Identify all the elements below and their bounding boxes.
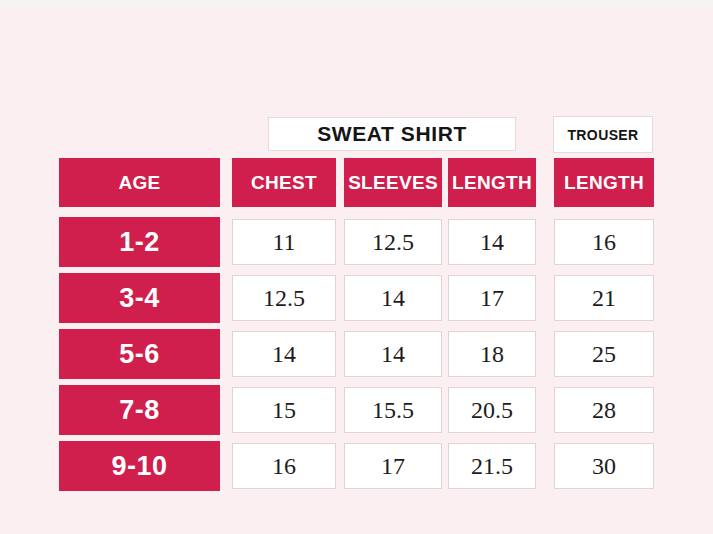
trouser-title-label: TROUSER <box>567 127 638 143</box>
header-trouser-length: LENGTH <box>554 158 654 207</box>
chest-cell: 16 <box>232 443 336 489</box>
sleeves-cell: 14 <box>344 331 442 377</box>
table-row-age-3-4: 3-4 12.5 14 17 21 <box>59 273 654 323</box>
length-cell: 21.5 <box>448 443 536 489</box>
sleeves-cell: 14 <box>344 275 442 321</box>
size-table: AGE CHEST SLEEVES LENGTH LENGTH 1-2 11 1… <box>59 158 654 497</box>
top-strip-decoration <box>0 0 713 6</box>
trouser-length-cell: 16 <box>554 219 654 265</box>
table-row-age-1-2: 1-2 11 12.5 14 16 <box>59 217 654 267</box>
sleeves-cell: 15.5 <box>344 387 442 433</box>
chest-cell: 14 <box>232 331 336 377</box>
length-cell: 14 <box>448 219 536 265</box>
table-row-age-7-8: 7-8 15 15.5 20.5 28 <box>59 385 654 435</box>
length-cell: 18 <box>448 331 536 377</box>
age-cell: 5-6 <box>59 329 220 379</box>
header-age: AGE <box>59 158 220 207</box>
trouser-length-cell: 28 <box>554 387 654 433</box>
length-cell: 17 <box>448 275 536 321</box>
age-cell: 1-2 <box>59 217 220 267</box>
header-sleeves: SLEEVES <box>344 158 442 207</box>
chest-cell: 11 <box>232 219 336 265</box>
length-cell: 20.5 <box>448 387 536 433</box>
sleeves-cell: 17 <box>344 443 442 489</box>
size-chart-page: SWEAT SHIRT TROUSER AGE CHEST SLEEVES LE… <box>0 0 713 534</box>
trouser-title-box: TROUSER <box>553 116 653 153</box>
age-cell: 9-10 <box>59 441 220 491</box>
sweatshirt-title-box: SWEAT SHIRT <box>268 117 516 151</box>
sleeves-cell: 12.5 <box>344 219 442 265</box>
chest-cell: 12.5 <box>232 275 336 321</box>
table-row-age-5-6: 5-6 14 14 18 25 <box>59 329 654 379</box>
chest-cell: 15 <box>232 387 336 433</box>
trouser-length-cell: 21 <box>554 275 654 321</box>
table-header-row: AGE CHEST SLEEVES LENGTH LENGTH <box>59 158 654 207</box>
table-row-age-9-10: 9-10 16 17 21.5 30 <box>59 441 654 491</box>
age-cell: 3-4 <box>59 273 220 323</box>
header-chest: CHEST <box>232 158 336 207</box>
trouser-length-cell: 25 <box>554 331 654 377</box>
age-cell: 7-8 <box>59 385 220 435</box>
sweatshirt-title-label: SWEAT SHIRT <box>317 122 467 146</box>
header-length: LENGTH <box>448 158 536 207</box>
trouser-length-cell: 30 <box>554 443 654 489</box>
